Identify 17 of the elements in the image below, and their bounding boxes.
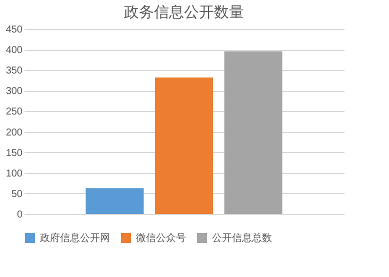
y-tick-label: 300 <box>6 86 23 98</box>
y-tick-label: 350 <box>6 66 23 77</box>
y-tick-label: 50 <box>11 188 23 200</box>
legend-label: 微信公众号 <box>136 232 186 244</box>
y-tick-label: 250 <box>6 106 23 118</box>
y-tick-label: 400 <box>6 45 23 56</box>
bar <box>86 188 144 214</box>
y-tick-label: 100 <box>6 168 23 180</box>
legend-label: 政府信息公开网 <box>40 232 110 244</box>
legend-label: 公开信息总数 <box>212 232 272 244</box>
y-tick-label: 200 <box>6 127 23 138</box>
bar <box>224 51 282 214</box>
y-tick-label: 150 <box>6 148 23 159</box>
y-tick-label: 450 <box>6 24 23 36</box>
chart-title: 政务信息公开数量 <box>124 3 244 21</box>
bar <box>155 78 213 214</box>
y-tick-label: 0 <box>16 210 23 220</box>
